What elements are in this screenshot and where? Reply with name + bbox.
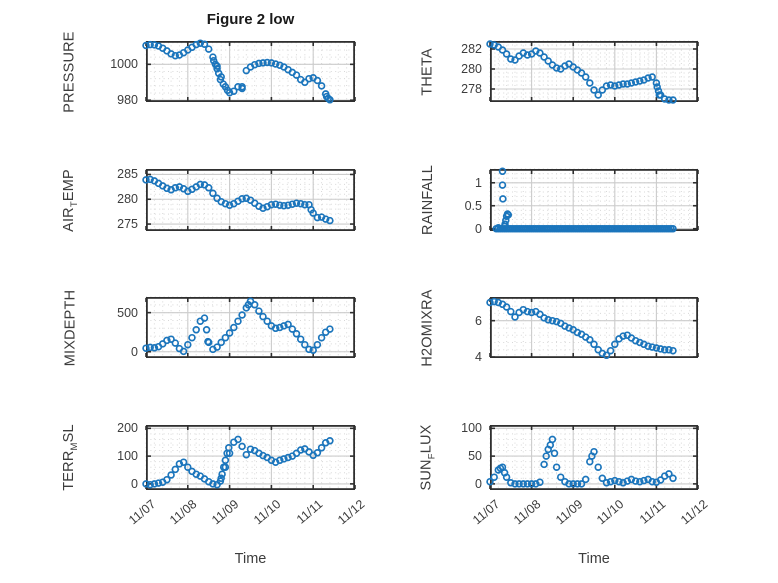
- data-points: [142, 39, 334, 104]
- data-points: [486, 40, 677, 104]
- x-axis-label-left: Time: [234, 551, 267, 567]
- ytick-label-terr-msl: 200: [117, 421, 138, 436]
- ytick-label-rainfall: 0: [475, 221, 482, 236]
- axes-frame: [145, 168, 356, 232]
- ytick-label-air-temp: 280: [117, 192, 138, 207]
- x-axis-label-right: Time: [578, 551, 610, 567]
- ytick-label-air-temp: 285: [117, 167, 138, 182]
- data-points: [142, 175, 334, 225]
- xtick-label: 11/08: [167, 497, 200, 528]
- ytick-label-theta: 280: [461, 62, 482, 76]
- plot-canvas-air-temp: [142, 168, 356, 232]
- ytick-label-rainfall: 1: [475, 175, 482, 190]
- ytick-label-sun-flux: 100: [461, 421, 482, 436]
- ytick-label-terr-msl: 0: [131, 476, 138, 491]
- plot-canvas-theta: [486, 40, 699, 104]
- xtick-label: 11/07: [469, 497, 502, 528]
- major-grid: [146, 425, 355, 490]
- axes-frame: [489, 40, 699, 103]
- data-points: [142, 435, 334, 489]
- plot-canvas-terr-msl: [142, 424, 356, 491]
- data-points: [486, 435, 677, 488]
- data-points: [486, 297, 677, 360]
- ytick-label-sun-flux: 50: [468, 449, 482, 464]
- ytick-label-h2omixra: 4: [475, 350, 482, 365]
- major-grid: [146, 169, 355, 231]
- xtick-label: 11/10: [251, 497, 284, 528]
- ytick-label-pressure: 980: [117, 93, 138, 108]
- plot-canvas-sun-flux: [486, 424, 699, 491]
- figure-title: Figure 2 low: [206, 11, 295, 28]
- ytick-label-pressure: 1000: [110, 57, 138, 72]
- ytick-label-sun-flux: 0: [475, 476, 482, 491]
- ytick-label-mixdepth: 0: [131, 344, 138, 359]
- axes-frame: [489, 296, 699, 359]
- minor-grid: [145, 425, 356, 490]
- axes-frame: [145, 424, 356, 491]
- xtick-label: 11/11: [636, 497, 669, 527]
- xtick-label: 11/10: [594, 497, 627, 528]
- minor-grid: [489, 168, 699, 231]
- ytick-label-terr-msl: 100: [117, 449, 138, 464]
- data-points: [492, 167, 677, 233]
- ytick-label-theta: 278: [461, 82, 482, 96]
- plot-canvas-pressure: [142, 39, 356, 104]
- plot-canvas-h2omixra: [486, 296, 699, 360]
- data-points: [142, 297, 334, 356]
- axes-frame: [145, 40, 356, 103]
- xtick-label: 11/12: [334, 497, 367, 528]
- xtick-label: 11/12: [677, 497, 710, 528]
- ytick-label-rainfall: 0.5: [464, 198, 482, 213]
- plot-canvas-mixdepth: [142, 296, 356, 359]
- ytick-label-theta: 282: [461, 42, 482, 56]
- xtick-label: 11/07: [125, 497, 158, 528]
- xtick-label: 11/11: [293, 497, 326, 527]
- axes-frame: [489, 168, 699, 232]
- xtick-label: 11/09: [209, 497, 242, 528]
- ytick-label-h2omixra: 6: [475, 313, 482, 328]
- xtick-label: 11/09: [552, 497, 586, 528]
- xtick-label: 11/08: [511, 497, 544, 528]
- major-grid: [490, 41, 698, 102]
- ytick-label-air-temp: 275: [117, 217, 138, 232]
- ytick-label-mixdepth: 500: [117, 305, 138, 320]
- plot-canvas-rainfall: [489, 167, 699, 233]
